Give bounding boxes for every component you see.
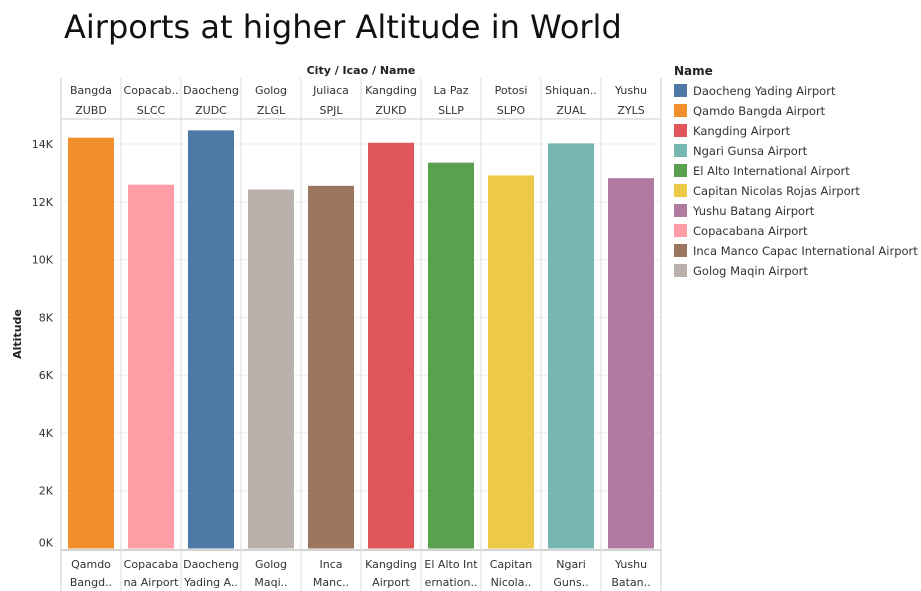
- icao-label: SLCC: [137, 104, 166, 117]
- icao-label: ZUBD: [75, 104, 107, 117]
- legend-label: Kangding Airport: [693, 124, 791, 138]
- header-label: City / Icao / Name: [307, 64, 416, 77]
- city-label: La Paz: [433, 84, 468, 97]
- icao-label: ZYLS: [617, 104, 644, 117]
- bar-zlgl: [248, 189, 294, 549]
- city-label: Bangda: [70, 84, 112, 97]
- legend-label: El Alto International Airport: [693, 164, 850, 178]
- name-label-line2: Bangd..: [70, 576, 112, 589]
- bar-zual: [548, 143, 594, 549]
- legend-label: Copacabana Airport: [693, 224, 808, 238]
- legend-item[interactable]: Copacabana Airport: [674, 221, 921, 241]
- legend-swatch: [674, 124, 687, 137]
- bar-sllp: [428, 162, 474, 549]
- bar-slcc: [128, 184, 174, 549]
- name-label-line2: Guns..: [553, 576, 588, 589]
- legend-swatch: [674, 244, 687, 257]
- legend-swatch: [674, 104, 687, 117]
- name-label-line1: El Alto Int: [424, 558, 478, 571]
- legend: Name Daocheng Yading Airport Qamdo Bangda…: [674, 63, 921, 281]
- legend-item[interactable]: Inca Manco Capac International Airport: [674, 241, 921, 261]
- city-label: Juliaca: [312, 84, 349, 97]
- name-label-line1: Ngari: [556, 558, 586, 571]
- legend-label: Qamdo Bangda Airport: [693, 104, 826, 118]
- city-label: Daocheng: [183, 84, 239, 97]
- name-label-line1: Qamdo: [71, 558, 111, 571]
- legend-swatch: [674, 204, 687, 217]
- y-tick-label: 10K: [32, 254, 54, 267]
- icao-label: ZUAL: [556, 104, 586, 117]
- y-tick-label: 14K: [32, 138, 54, 151]
- bar-zudc: [188, 130, 234, 549]
- name-label-line1: Daocheng: [183, 558, 239, 571]
- bar-zyls: [608, 178, 654, 549]
- legend-label: Capitan Nicolas Rojas Airport: [693, 184, 860, 198]
- city-label: Yushu: [614, 84, 647, 97]
- legend-item[interactable]: El Alto International Airport: [674, 161, 921, 181]
- legend-item[interactable]: Golog Maqin Airport: [674, 261, 921, 281]
- name-label-line1: Yushu: [614, 558, 647, 571]
- city-label: Copacab..: [124, 84, 179, 97]
- y-tick-label: 0K: [39, 537, 54, 550]
- name-label-line2: Yading A..: [183, 576, 238, 589]
- legend-swatch: [674, 184, 687, 197]
- legend-item[interactable]: Kangding Airport: [674, 121, 921, 141]
- icao-label: SLPO: [497, 104, 526, 117]
- legend-item[interactable]: Daocheng Yading Airport: [674, 81, 921, 101]
- legend-swatch: [674, 164, 687, 177]
- name-label-line1: Inca: [319, 558, 342, 571]
- bar-zubd: [68, 137, 114, 549]
- city-label: Kangding: [365, 84, 417, 97]
- y-axis-title: Altitude: [11, 309, 24, 359]
- name-label-line1: Copacaba: [124, 558, 179, 571]
- name-label-line2: ernation..: [425, 576, 478, 589]
- chart-title: Airports at higher Altitude in World: [64, 8, 622, 46]
- y-tick-label: 12K: [32, 196, 54, 209]
- city-label: Golog: [255, 84, 287, 97]
- legend-swatch: [674, 224, 687, 237]
- bar-zukd: [368, 142, 414, 549]
- legend-item[interactable]: Capitan Nicolas Rojas Airport: [674, 181, 921, 201]
- legend-title: Name: [674, 64, 713, 78]
- name-label-line2: na Airport: [124, 576, 180, 589]
- name-label-line2: Airport: [372, 576, 410, 589]
- name-label-line2: Maqi..: [254, 576, 287, 589]
- legend-label: Ngari Gunsa Airport: [693, 144, 808, 158]
- name-label-line2: Manc..: [313, 576, 349, 589]
- city-label: Shiquan..: [545, 84, 597, 97]
- legend-swatch: [674, 264, 687, 277]
- legend-item[interactable]: Qamdo Bangda Airport: [674, 101, 921, 121]
- legend-item[interactable]: Ngari Gunsa Airport: [674, 141, 921, 161]
- name-label-line1: Golog: [255, 558, 287, 571]
- legend-label: Inca Manco Capac International Airport: [693, 244, 918, 258]
- city-label: Potosi: [495, 84, 528, 97]
- name-label-line1: Capitan: [490, 558, 533, 571]
- bar-spjl: [308, 185, 354, 549]
- bar-slpo: [488, 175, 534, 549]
- icao-label: SLLP: [438, 104, 464, 117]
- legend-label: Yushu Batang Airport: [693, 204, 815, 218]
- icao-label: ZUDC: [195, 104, 227, 117]
- legend-swatch: [674, 84, 687, 97]
- icao-label: SPJL: [320, 104, 344, 117]
- name-label-line2: Batan..: [611, 576, 650, 589]
- y-tick-label: 2K: [39, 485, 54, 498]
- legend-item[interactable]: Yushu Batang Airport: [674, 201, 921, 221]
- y-tick-label: 8K: [39, 311, 54, 324]
- legend-label: Daocheng Yading Airport: [693, 84, 836, 98]
- name-label-line2: Nicola..: [491, 576, 532, 589]
- icao-label: ZUKD: [375, 104, 406, 117]
- icao-label: ZLGL: [257, 104, 286, 117]
- y-tick-label: 6K: [39, 369, 54, 382]
- y-tick-label: 4K: [39, 427, 54, 440]
- name-label-line1: Kangding: [365, 558, 417, 571]
- legend-swatch: [674, 144, 687, 157]
- legend-label: Golog Maqin Airport: [693, 264, 808, 278]
